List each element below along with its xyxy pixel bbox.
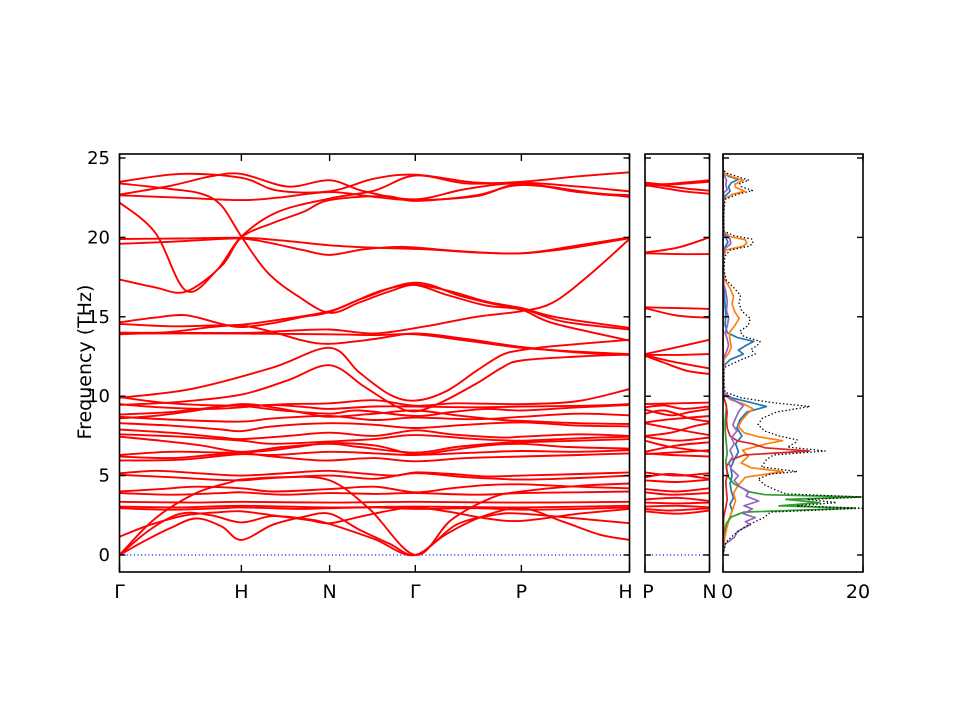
band-line [645, 252, 710, 256]
band-line [119, 184, 630, 294]
band-path-P-N [645, 179, 710, 556]
band-line [119, 324, 630, 356]
y-axis-label: Frequency (THz) [74, 284, 96, 440]
band-line [645, 353, 710, 356]
band-path-P-N-frame [644, 153, 711, 573]
band-line [645, 487, 710, 493]
y-tick-label: 10 [87, 386, 110, 407]
band-line [119, 449, 630, 460]
x-tick-label: P [516, 581, 527, 603]
band-path-G-H-N-G-P-H-frame [118, 153, 631, 573]
band-line [645, 180, 710, 187]
band-line [645, 401, 710, 406]
band-line [645, 449, 710, 456]
band-line [119, 475, 630, 556]
band-line [119, 421, 630, 433]
band-line [645, 507, 710, 512]
dos-total [723, 154, 863, 556]
band-line [645, 422, 710, 437]
band-line [119, 281, 630, 331]
band-line [119, 506, 630, 538]
band-line [645, 478, 710, 483]
x-tick-label: Γ [410, 581, 421, 603]
dos-frame [722, 153, 864, 573]
band-line [119, 171, 630, 194]
band-line [645, 504, 710, 509]
band-line [119, 506, 630, 511]
band-line [645, 491, 710, 496]
band-line [645, 306, 710, 310]
band-line [119, 452, 630, 463]
band-line [119, 412, 630, 423]
band-line [645, 441, 710, 453]
density-of-states [723, 154, 863, 556]
y-axis-ticks: 0 5 10 15 20 25 [87, 148, 110, 566]
band-line [119, 472, 630, 482]
x-tick-label: N [323, 581, 337, 603]
dos-blue [723, 154, 768, 556]
band-line [645, 184, 710, 195]
band-line [645, 307, 710, 319]
x-tick-label: H [618, 581, 632, 603]
y-tick-label: 5 [99, 466, 110, 487]
band-line [645, 409, 710, 423]
band-line [119, 236, 630, 256]
band-line [645, 509, 710, 515]
band-line [645, 404, 710, 410]
band-line [119, 433, 630, 445]
dos-red [723, 154, 810, 556]
x-tick-label: N [702, 581, 716, 603]
x-tick-label: 20 [846, 581, 870, 603]
y-tick-label: 15 [87, 307, 110, 328]
band-line [119, 469, 630, 478]
dos-axes: 0 20 [721, 153, 870, 603]
band-line [119, 500, 630, 504]
dos-purple [723, 154, 760, 556]
band-line [645, 422, 710, 437]
band-line [119, 238, 630, 335]
x-tick-label: 0 [721, 581, 733, 603]
y-tick-label: 0 [99, 545, 110, 566]
band-line [645, 496, 710, 502]
band-line [645, 354, 710, 375]
band-line [645, 236, 710, 254]
band-line [119, 338, 630, 402]
band-line [119, 442, 630, 456]
band-line [119, 435, 630, 454]
band-line [119, 403, 630, 425]
band-line [119, 507, 630, 557]
x-tick-label: H [234, 581, 248, 603]
band-line [645, 501, 710, 505]
band-line [645, 354, 710, 370]
band-line [119, 483, 630, 494]
x-tick-label: Γ [114, 581, 125, 603]
y-tick-label: 20 [87, 227, 110, 248]
band-line [645, 435, 710, 442]
band-line [645, 471, 710, 477]
band-line [119, 174, 630, 293]
band-line [645, 415, 710, 424]
band-line [119, 511, 630, 557]
x-tick-label: P [642, 581, 653, 603]
band-path-G-H-N-G-P-H [119, 171, 630, 557]
y-tick-label: 25 [87, 148, 110, 169]
band-line [645, 338, 710, 356]
band-line [119, 388, 630, 407]
band-line [119, 428, 630, 441]
band-line [645, 407, 710, 417]
